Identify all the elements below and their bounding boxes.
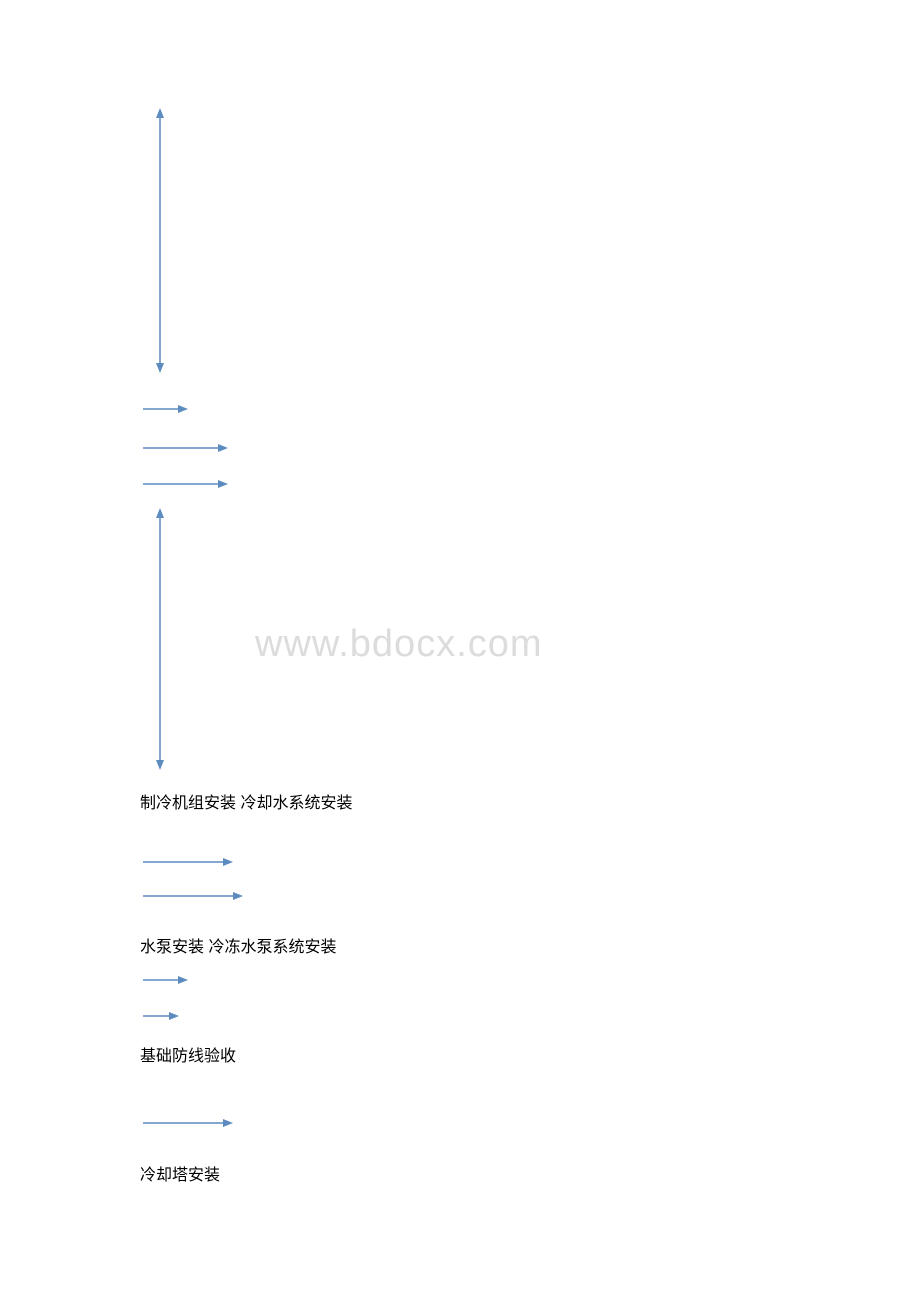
arrow-horiz-8 xyxy=(143,1117,233,1129)
label-install-1: 制冷机组安装 冷却水系统安装 xyxy=(140,789,352,813)
arrow-horiz-7 xyxy=(143,1010,179,1022)
arrow-horiz-2 xyxy=(143,442,228,454)
label-install-2: 水泵安装 冷冻水泵系统安装 xyxy=(140,933,336,957)
arrow-horiz-3 xyxy=(143,478,228,490)
arrow-horiz-5 xyxy=(143,890,243,902)
label-foundation: 基础防线验收 xyxy=(140,1042,236,1066)
arrow-vertical-double-1 xyxy=(154,108,166,373)
watermark-text: www.bdocx.com xyxy=(255,623,543,666)
arrow-horiz-4 xyxy=(143,856,233,868)
arrow-vertical-double-2 xyxy=(154,508,166,770)
arrow-horiz-6 xyxy=(143,974,188,986)
arrow-horiz-1 xyxy=(143,403,188,415)
label-cooling-tower: 冷却塔安装 xyxy=(140,1161,220,1185)
